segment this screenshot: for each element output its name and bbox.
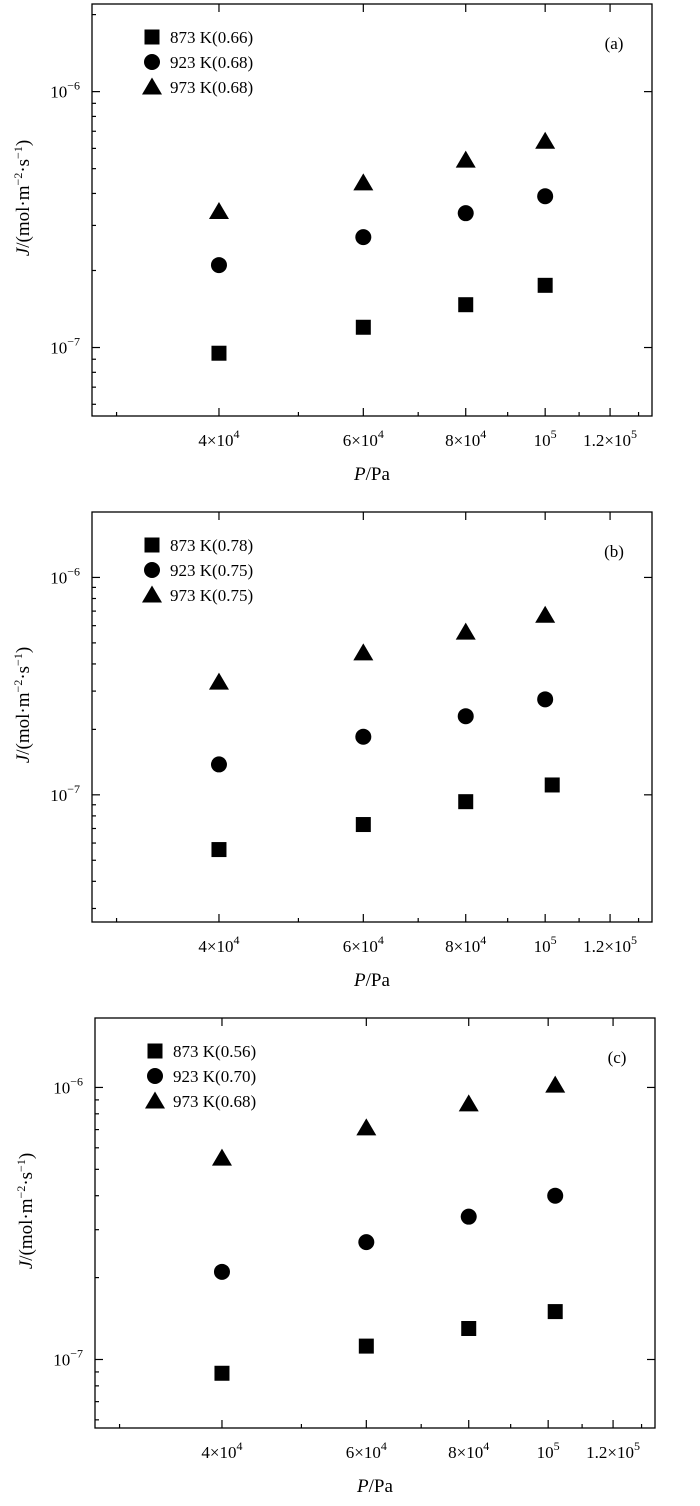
x-tick-label: 4×104: [198, 933, 239, 956]
plot-frame: [94, 1017, 656, 1429]
data-point-square: [358, 1338, 374, 1354]
y-tick-label: 10−6: [50, 564, 80, 587]
x-axis-title: P/Pa: [353, 464, 390, 485]
x-axis-title: P/Pa: [353, 970, 390, 991]
legend-label: 923 K(0.70): [173, 1067, 256, 1086]
x-tick-label: 1.2×105: [583, 427, 637, 450]
data-point-circle: [457, 205, 474, 222]
data-point-circle: [457, 708, 474, 725]
data-point-triangle: [458, 1094, 479, 1112]
data-point-circle: [210, 257, 227, 274]
chart-panel-2: 4×104 6×104 8×104 105 1.2×105 10−7 10−6 P/Pa J/(…: [11, 511, 653, 991]
data-point-square: [537, 277, 553, 293]
data-point-triangle: [535, 131, 556, 149]
data-point-square: [458, 794, 474, 810]
legend-marker-square: [147, 1043, 163, 1059]
x-tick-label: 1.2×105: [583, 933, 637, 956]
data-point-square: [547, 1304, 563, 1320]
plot-frame: [91, 511, 653, 923]
data-point-circle: [210, 756, 227, 773]
data-point-circle: [355, 229, 372, 246]
data-point-square: [544, 777, 560, 793]
data-point-square: [461, 1320, 477, 1336]
data-point-triangle: [545, 1075, 566, 1093]
x-tick-label: 105: [537, 1439, 560, 1462]
y-tick-label: 10−7: [50, 782, 80, 805]
legend-marker-triangle: [145, 1091, 165, 1109]
legend-marker-circle: [147, 1068, 163, 1084]
data-point-square: [355, 817, 371, 833]
data-point-circle: [355, 728, 372, 745]
x-tick-label: 4×104: [198, 427, 239, 450]
legend-marker-triangle: [142, 585, 162, 603]
legend-label: 973 K(0.68): [173, 1092, 256, 1111]
x-tick-label: 105: [534, 427, 557, 450]
y-tick-label: 10−7: [50, 335, 80, 358]
panel-label: (c): [608, 1048, 627, 1067]
x-tick-label: 6×104: [343, 427, 384, 450]
x-tick-label: 4×104: [201, 1439, 242, 1462]
legend-marker-square: [144, 29, 160, 45]
data-point-square: [211, 345, 227, 361]
data-point-circle: [537, 691, 554, 708]
y-axis-title: J/(mol·m−2·s−1): [14, 1153, 37, 1269]
x-tick-label: 6×104: [343, 933, 384, 956]
legend-label: 973 K(0.68): [170, 78, 253, 97]
legend-label: 923 K(0.75): [170, 561, 253, 580]
x-axis-title: P/Pa: [356, 1476, 393, 1497]
legend-label: 873 K(0.78): [170, 536, 253, 555]
x-tick-label: 1.2×105: [586, 1439, 640, 1462]
x-tick-label: 6×104: [346, 1439, 387, 1462]
legend-marker-circle: [144, 562, 160, 578]
x-tick-label: 8×104: [448, 1439, 489, 1462]
data-point-triangle: [455, 150, 476, 168]
x-tick-label: 8×104: [445, 427, 486, 450]
legend-marker-square: [144, 537, 160, 553]
data-point-circle: [460, 1208, 477, 1225]
data-point-triangle: [208, 202, 229, 220]
y-axis-title: J/(mol·m−2·s−1): [11, 140, 34, 256]
x-tick-label: 105: [534, 933, 557, 956]
data-point-circle: [213, 1263, 230, 1280]
data-point-triangle: [535, 605, 556, 623]
data-point-square: [458, 297, 474, 313]
data-point-triangle: [455, 622, 476, 640]
panel-label: (b): [604, 542, 624, 561]
data-point-square: [211, 842, 227, 858]
data-point-triangle: [211, 1148, 232, 1166]
panel-label: (a): [605, 34, 624, 53]
legend-label: 873 K(0.56): [173, 1042, 256, 1061]
x-tick-label: 8×104: [445, 933, 486, 956]
y-tick-label: 10−6: [50, 79, 80, 102]
legend-label: 973 K(0.75): [170, 586, 253, 605]
y-tick-label: 10−7: [53, 1346, 83, 1369]
chart-panel-3: 4×104 6×104 8×104 105 1.2×105 10−7 10−6 P/Pa J/(…: [14, 1017, 656, 1497]
legend-marker-triangle: [142, 77, 162, 95]
data-point-square: [355, 319, 371, 335]
y-axis-title: J/(mol·m−2·s−1): [11, 647, 34, 763]
data-point-triangle: [353, 643, 374, 661]
plot-frame: [91, 3, 653, 417]
y-tick-label: 10−6: [53, 1074, 83, 1097]
data-point-triangle: [353, 173, 374, 191]
legend-label: 923 K(0.68): [170, 53, 253, 72]
data-point-circle: [547, 1187, 564, 1204]
legend-marker-circle: [144, 54, 160, 70]
data-point-triangle: [208, 672, 229, 690]
chart-panel-1: 4×104 6×104 8×104 105 1.2×105 10−7 10−6 P/Pa J/(…: [11, 3, 653, 485]
data-point-square: [214, 1365, 230, 1381]
data-point-circle: [358, 1234, 375, 1251]
data-point-circle: [537, 188, 554, 205]
legend-label: 873 K(0.66): [170, 28, 253, 47]
data-point-triangle: [356, 1118, 377, 1136]
